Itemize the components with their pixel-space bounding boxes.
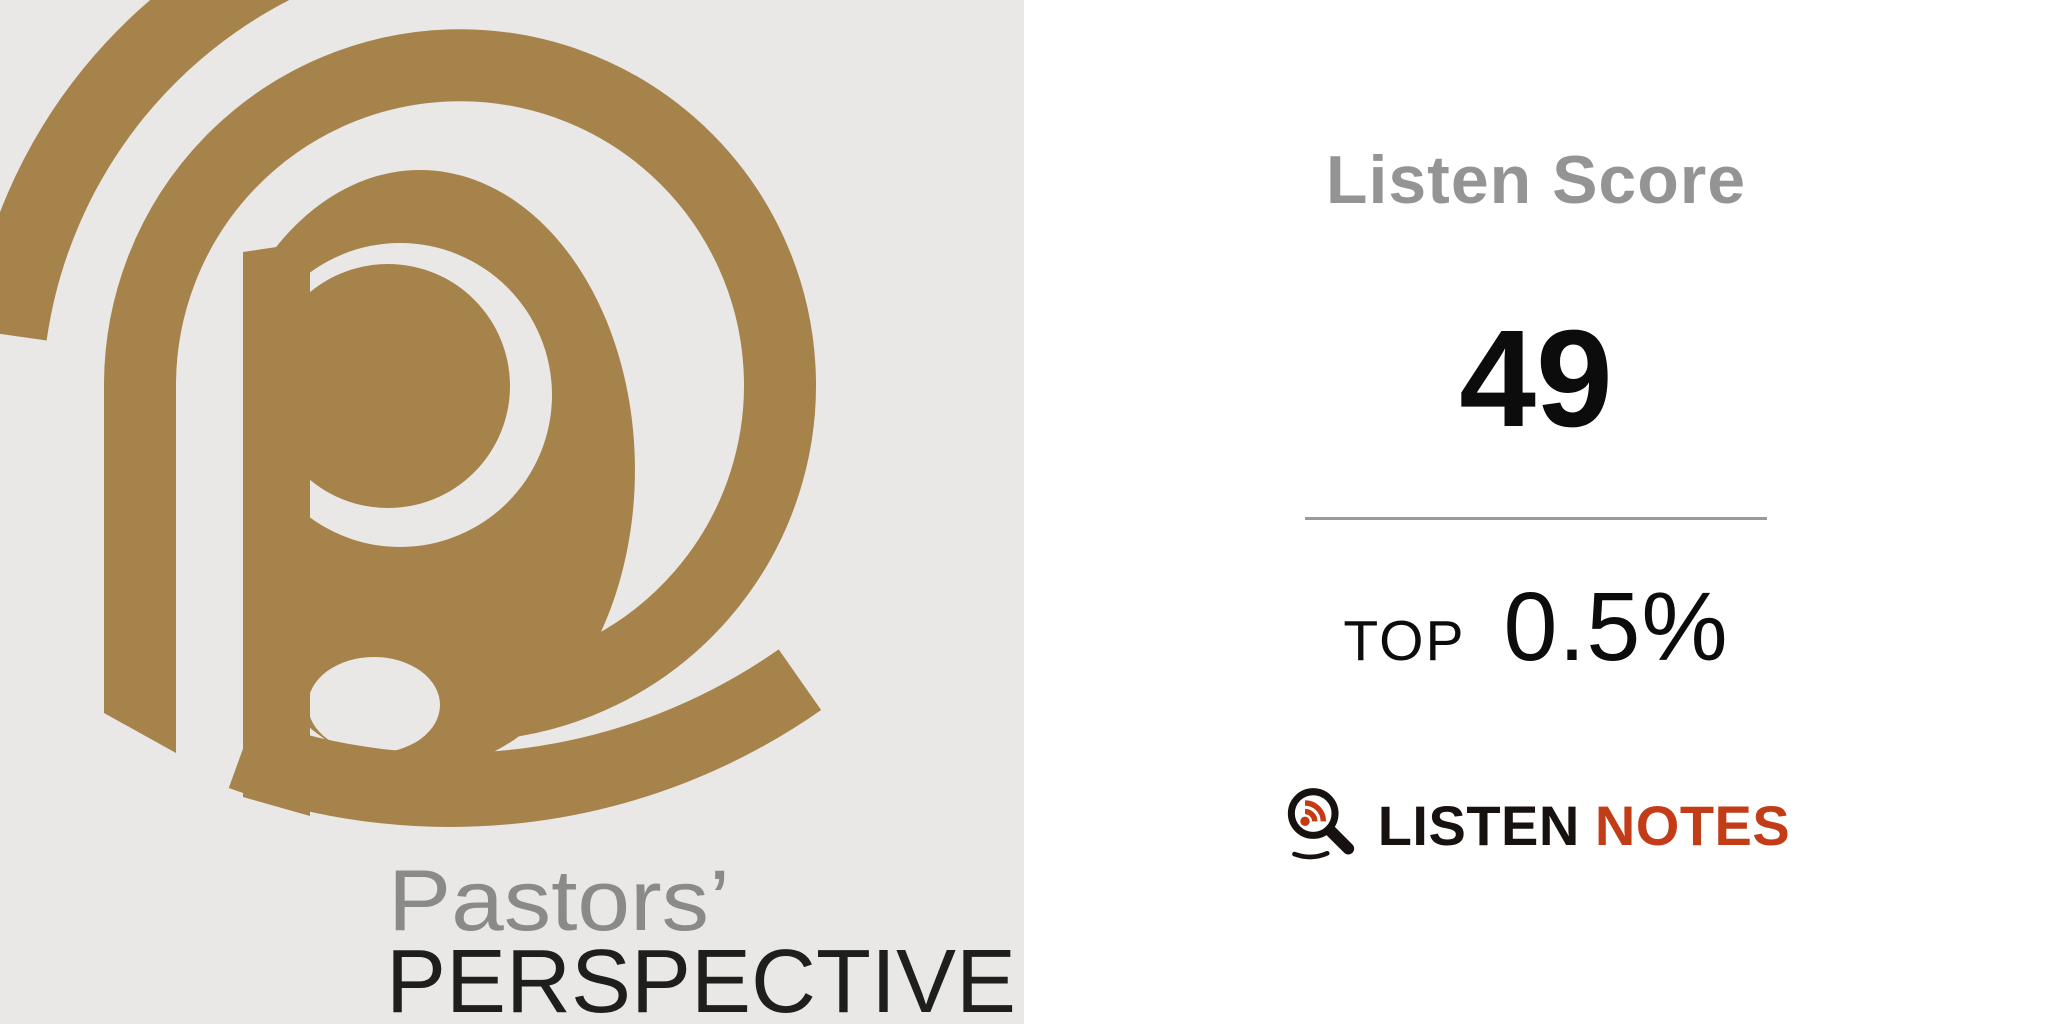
pastors-perspective-logo: Pastors’ PERSPECTIVE [0,0,1016,1024]
listen-notes-logo[interactable]: LISTEN NOTES [1024,784,2048,868]
magnifier-rss-icon [1287,788,1354,860]
monogram-disc [266,264,510,508]
artwork-title-line1: Pastors’ [388,853,730,949]
brand-word-notes: NOTES [1594,794,1791,857]
score-panel: Listen Score 49 TOP 0.5% LISTEN N [1024,0,2048,1024]
monogram-outer-p-ring [104,29,816,740]
monogram-inner-bowl [243,170,635,770]
rank-row: TOP 0.5% [1024,578,2048,675]
divider-line [1305,517,1767,520]
brand-word-listen: LISTEN [1377,794,1580,857]
listen-score-title: Listen Score [1325,142,1747,218]
podcast-artwork: Pastors’ PERSPECTIVE [0,0,1024,1024]
artwork-title-line2: PERSPECTIVE [386,932,1016,1024]
top-percent-value: 0.5% [1503,572,1729,681]
monogram-bottom-arc [228,649,822,827]
top-label: TOP [1343,609,1466,673]
listen-score-value: 49 [1459,302,1613,456]
monogram-outer-p-stem-cut [104,713,176,753]
monogram-outer-arc [0,0,290,341]
